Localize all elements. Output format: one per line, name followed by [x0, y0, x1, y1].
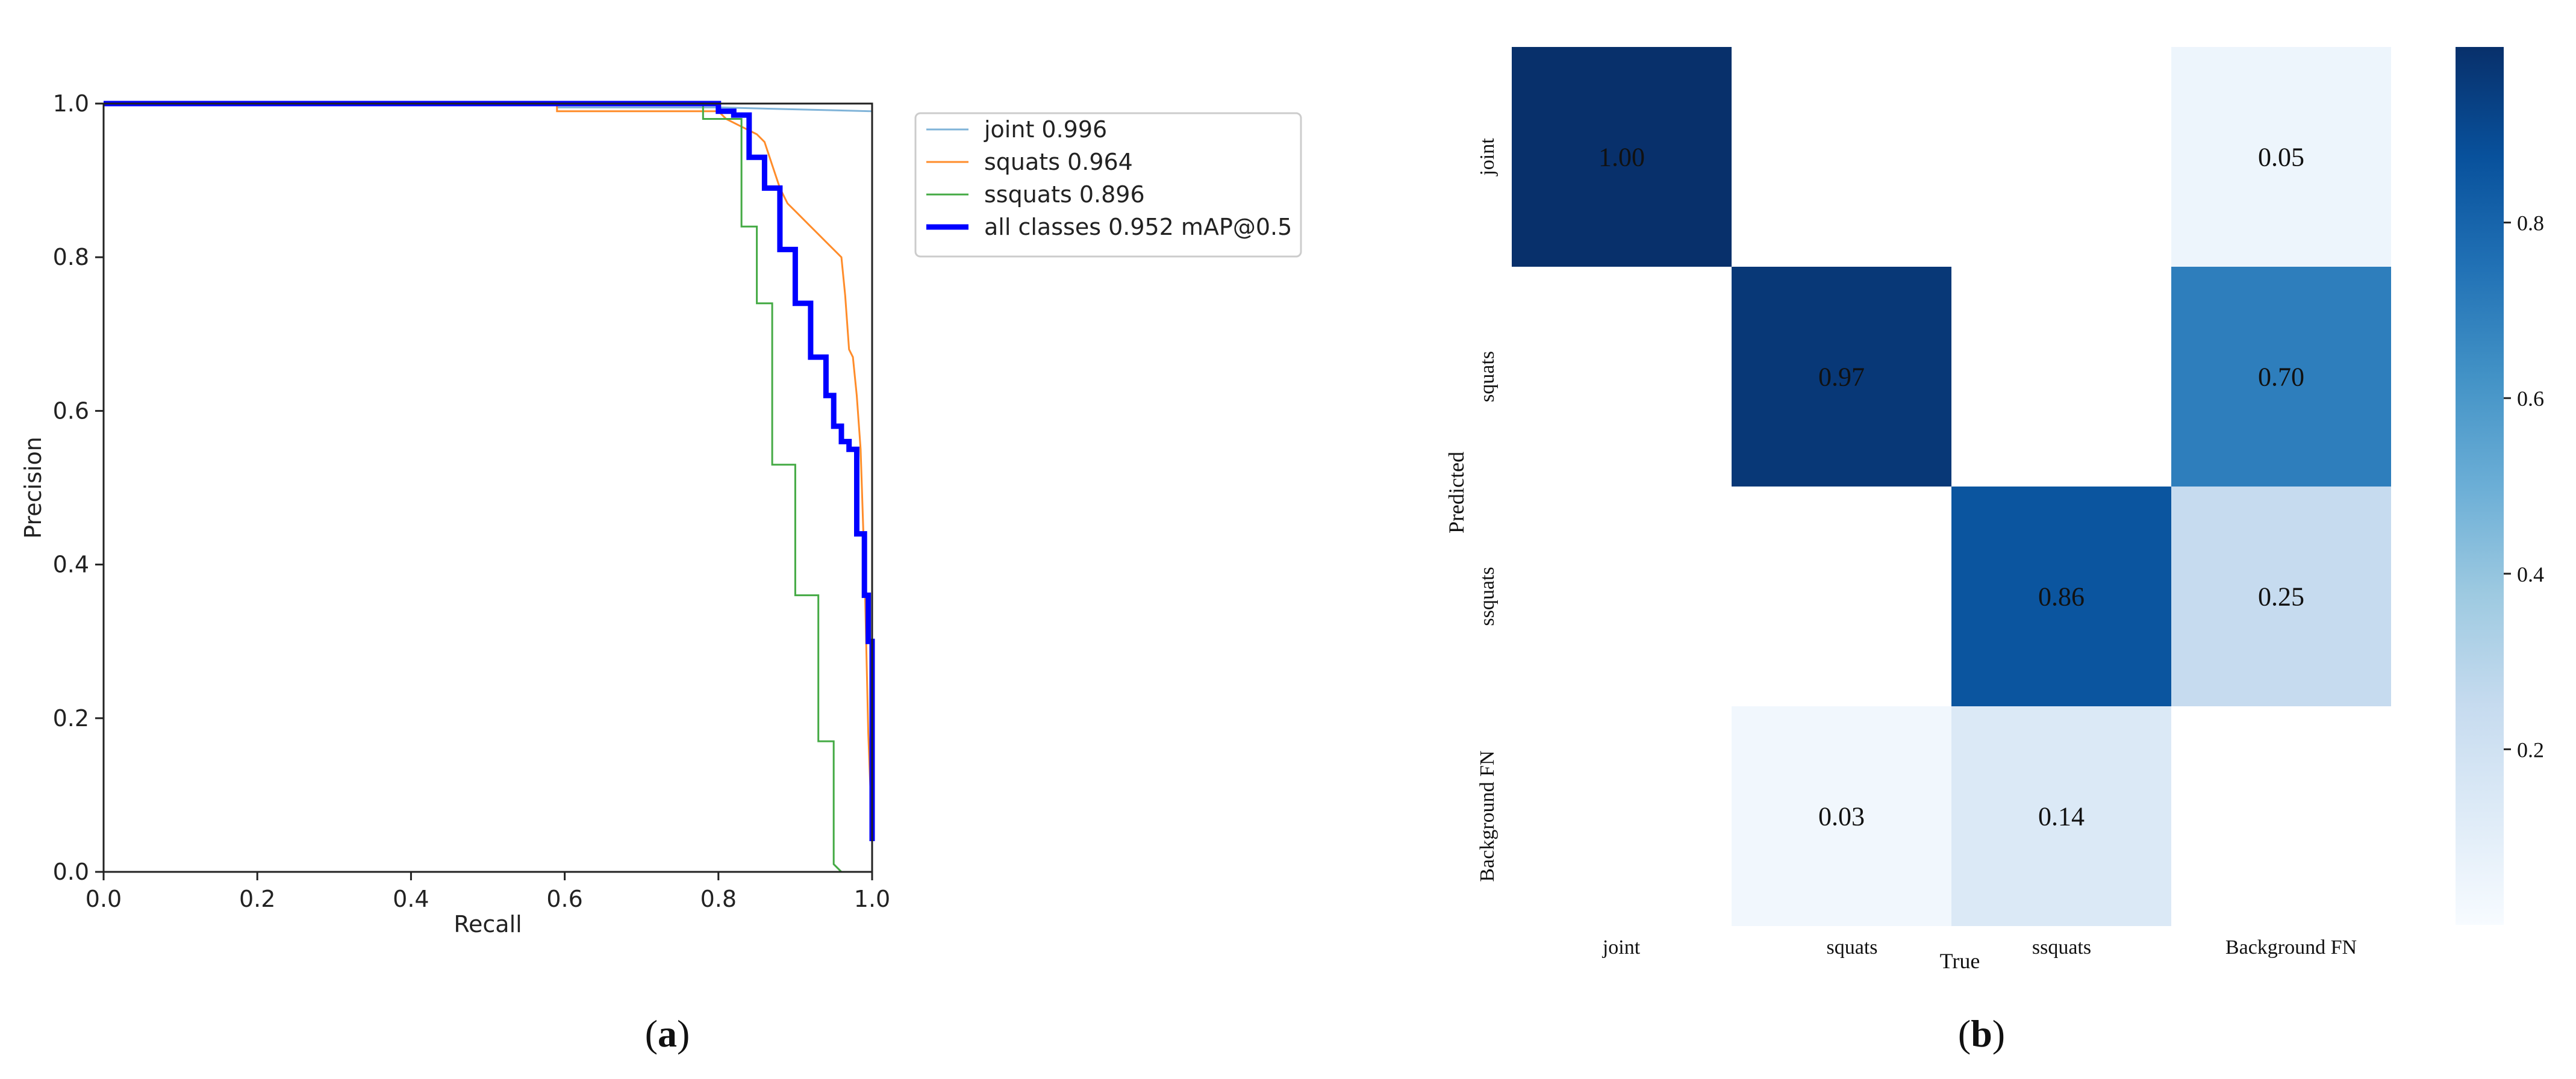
pr-plot-frame — [102, 102, 873, 873]
cm-cell — [1951, 487, 2171, 706]
cm-y-category: Background FN — [1476, 750, 1499, 882]
confusion-matrix-panel: 1.00 0.05 0.97 0.70 0.86 0.25 0.03 0.14 joint sq… — [1444, 47, 2544, 1055]
pr-legend-label: joint 0.996 — [984, 116, 1107, 143]
pr-x-ticks: 0.0 0.2 0.4 0.6 0.8 1.0 — [86, 872, 890, 912]
cm-cell — [1512, 706, 1732, 926]
pr-legend: joint 0.996 squats 0.964 ssquats 0.896 all … — [914, 112, 1302, 258]
cm-x-tick-labels: joint squats ssquats Background FN — [1602, 936, 2357, 959]
cm-cell — [1732, 487, 1951, 706]
cm-cell — [1732, 706, 1951, 926]
cm-cell-label: 0.05 — [2258, 143, 2304, 172]
pr-x-tick-label: 0.4 — [393, 886, 429, 912]
cm-cell — [1512, 47, 1732, 267]
pr-y-ticks: 0.0 0.2 0.4 0.6 0.8 1.0 — [53, 90, 104, 885]
cm-x-category: squats — [1827, 936, 1878, 959]
pr-series-line-1 — [104, 102, 873, 872]
pr-series-line-0 — [104, 102, 873, 872]
cm-cell — [2171, 47, 2391, 267]
pr-legend-items: joint 0.996 squats 0.964 ssquats 0.896 all … — [926, 116, 1292, 240]
cm-cells — [1512, 47, 2391, 926]
cm-colorbar — [2456, 47, 2504, 925]
pr-legend-label: all classes 0.952 mAP@0.5 — [984, 214, 1292, 240]
cm-cell — [1732, 47, 1951, 267]
cm-y-axis-label: Predicted — [1444, 452, 1468, 533]
pr-x-tick-label: 0.8 — [700, 886, 737, 912]
cm-colorbar-tick-label: 0.8 — [2517, 211, 2544, 235]
cm-cell — [1951, 267, 2171, 487]
cm-x-category: Background FN — [2225, 936, 2357, 959]
pr-y-tick-label: 0.0 — [53, 859, 89, 885]
pr-x-tick-label: 1.0 — [854, 886, 890, 912]
pr-series-group — [104, 101, 875, 873]
caption-b: (b) — [1958, 1012, 2005, 1055]
cm-y-tick-labels: joint squats ssquats Background FN — [1476, 138, 1499, 882]
cm-cell-label: 0.14 — [2038, 802, 2085, 832]
cm-cell-label: 0.25 — [2258, 582, 2304, 612]
pr-x-tick-label: 0.0 — [86, 886, 122, 912]
cm-cell — [1732, 267, 1951, 487]
cm-cell — [1951, 706, 2171, 926]
pr-legend-label: ssquats 0.896 — [984, 181, 1145, 208]
pr-y-tick-label: 0.6 — [53, 397, 89, 424]
cm-x-axis-label: True — [1940, 949, 1980, 973]
pr-y-tick-label: 1.0 — [53, 90, 89, 117]
pr-y-axis-label: Precision — [20, 437, 46, 539]
cm-colorbar-tick-label: 0.4 — [2517, 562, 2544, 586]
pr-legend-box — [914, 112, 1302, 258]
cm-y-category: ssquats — [1476, 567, 1499, 626]
pr-legend-label: squats 0.964 — [984, 149, 1133, 175]
pr-y-tick-label: 0.2 — [53, 705, 89, 732]
pr-series-line-3 — [104, 101, 875, 841]
cm-cell-labels: 1.00 0.05 0.97 0.70 0.86 0.25 0.03 0.14 — [1598, 143, 2304, 832]
cm-y-category: joint — [1476, 138, 1499, 176]
cm-x-category: joint — [1602, 936, 1641, 959]
cm-x-category: ssquats — [2032, 936, 2091, 959]
cm-cell-label: 0.97 — [1818, 362, 1865, 392]
pr-series-line-2 — [104, 102, 872, 873]
cm-cell-label: 0.03 — [1818, 802, 1865, 832]
pr-y-tick-label: 0.4 — [53, 552, 89, 578]
cm-cell — [2171, 706, 2391, 926]
cm-colorbar-tick-label: 0.6 — [2517, 387, 2544, 411]
cm-cell-label: 0.70 — [2258, 362, 2304, 392]
cm-cell — [1512, 487, 1732, 706]
pr-y-tick-label: 0.8 — [53, 244, 89, 270]
cm-cell-label: 0.86 — [2038, 582, 2085, 612]
pr-curve-panel: 0.0 0.2 0.4 0.6 0.8 1.0 0.0 0.2 0.4 0.6 0.8 1.0 Re… — [20, 90, 1302, 1055]
cm-y-category: squats — [1476, 351, 1499, 402]
cm-colorbar-tick-label: 0.2 — [2517, 738, 2544, 762]
pr-x-axis-label: Recall — [454, 911, 522, 938]
cm-cell — [2171, 487, 2391, 706]
cm-cell-label: 1.00 — [1598, 143, 1645, 172]
cm-colorbar-ticks: 0.2 0.4 0.6 0.8 — [2504, 211, 2544, 762]
cm-cell — [1951, 47, 2171, 267]
cm-cell — [2171, 267, 2391, 487]
pr-x-tick-label: 0.2 — [239, 886, 275, 912]
cm-cell — [1512, 267, 1732, 487]
pr-x-tick-label: 0.6 — [546, 886, 582, 912]
caption-a: (a) — [645, 1012, 690, 1055]
